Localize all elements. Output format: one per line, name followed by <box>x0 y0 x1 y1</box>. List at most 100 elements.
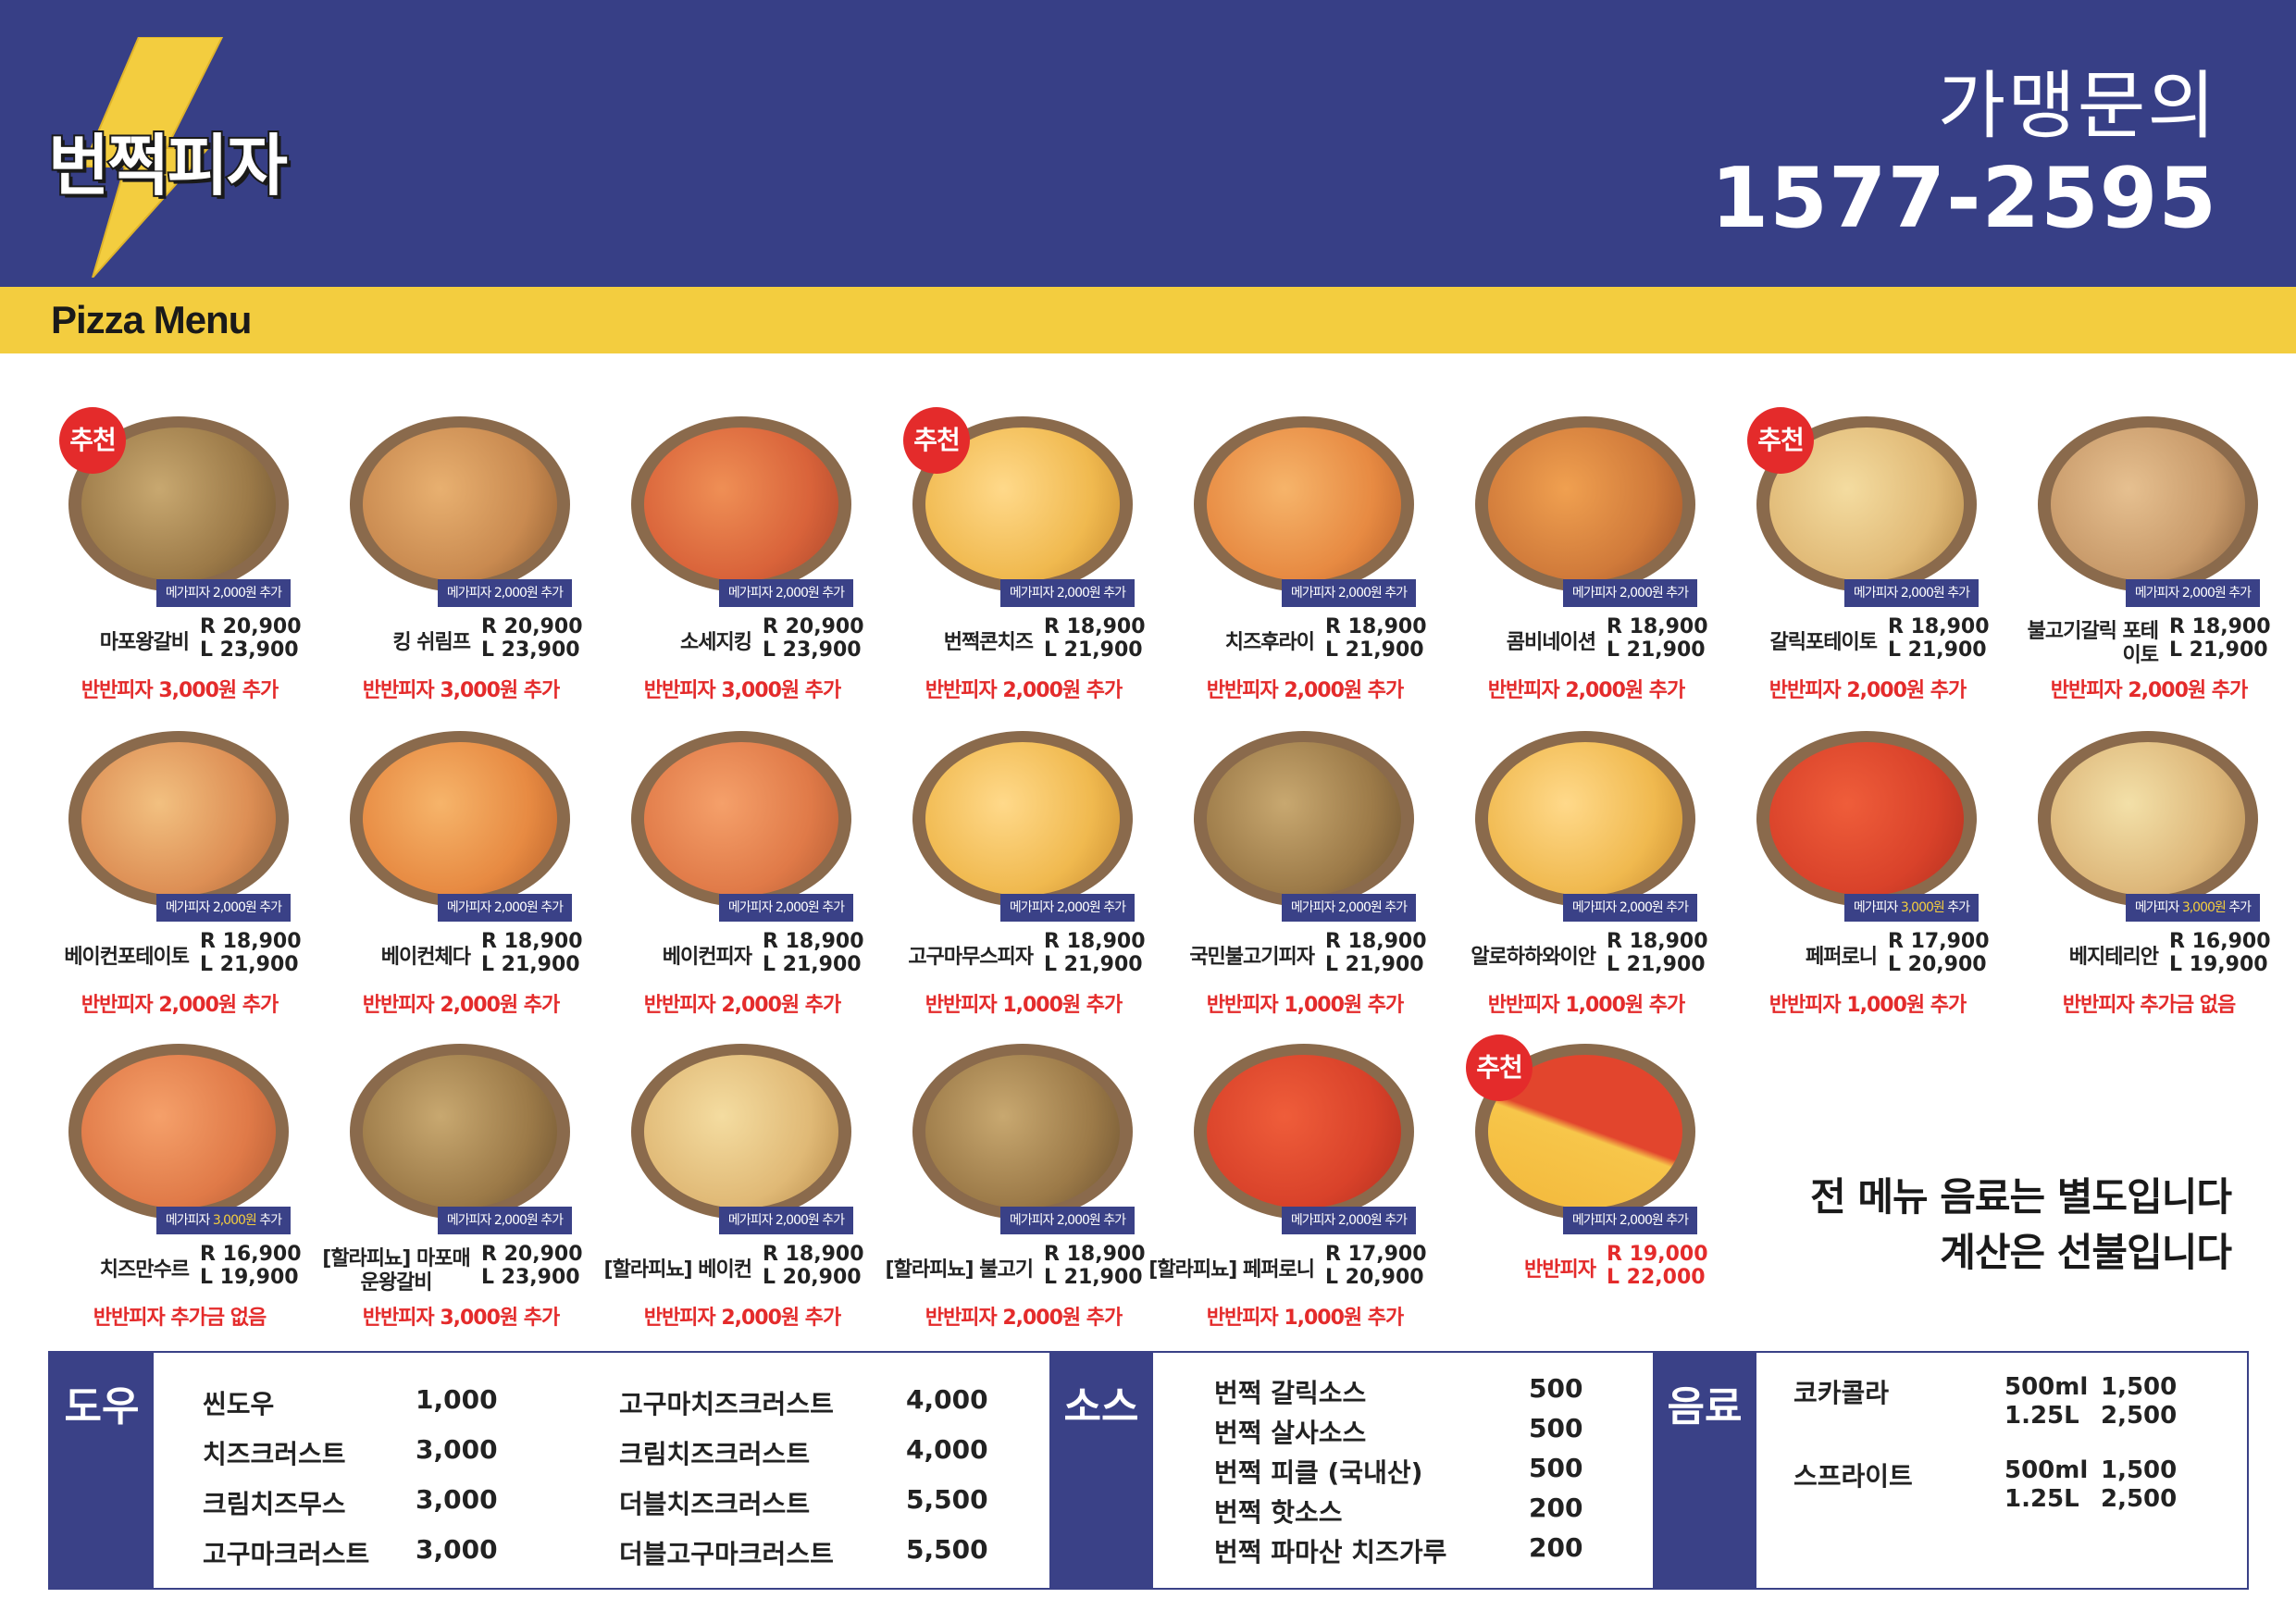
sauce-item[interactable]: 번쩍 피클 (국내산) 500 <box>1214 1453 1583 1488</box>
price-large: L 23,900 <box>481 1266 580 1289</box>
dough-label: 도우 <box>50 1353 154 1588</box>
price-regular: R 20,900 <box>481 1243 583 1266</box>
pizza-card[interactable]: 메가피자 2,000원 추가 고구마무스피자 R 18,900 L 21,900… <box>885 731 1162 1036</box>
sauce-item[interactable]: 번쩍 파마산 치즈가루 200 <box>1214 1532 1583 1567</box>
pizza-prices: R 17,900 L 20,900 <box>1325 1243 1427 1289</box>
dough-item[interactable]: 치즈크러스트 3,000 <box>203 1434 498 1469</box>
pizza-card[interactable]: 메가피자 2,000원 추가 [할라피뇨] 베이컨 R 18,900 L 20,… <box>603 1044 881 1349</box>
drink-item[interactable]: 스프라이트 <box>1793 1461 1913 1492</box>
pizza-card[interactable]: 메가피자 2,000원 추가 불고기갈릭 포테이토 R 18,900 L 21,… <box>2010 416 2288 722</box>
pizza-card[interactable]: 메가피자 2,000원 추가 국민불고기피자 R 18,900 L 21,900… <box>1166 731 1444 1036</box>
pizza-card[interactable]: 메가피자 3,000원 추가 페퍼로니 R 17,900 L 20,900 반반… <box>1729 731 2006 1036</box>
price-large: L 20,900 <box>763 1266 862 1289</box>
price-regular: R 16,900 <box>2169 930 2271 953</box>
dough-item[interactable]: 크림치즈크러스트 4,000 <box>619 1434 988 1469</box>
pizza-prices: R 20,900 L 23,900 <box>763 615 864 662</box>
mega-pizza-tag: 메가피자 3,000원 추가 <box>155 1207 291 1234</box>
pizza-image <box>1475 1044 1695 1220</box>
pizza-name: 번쩍콘치즈 <box>943 631 1034 654</box>
pizza-prices: R 20,900 L 23,900 <box>481 615 583 662</box>
sauce-item[interactable]: 번쩍 살사소스 500 <box>1214 1413 1583 1448</box>
price-regular: R 18,900 <box>2169 615 2271 638</box>
dough-item[interactable]: 씬도우 1,000 <box>203 1384 498 1419</box>
pizza-card[interactable]: 메가피자 2,000원 추가 [할라피뇨] 마포매운왕갈비 R 20,900 L… <box>322 1044 600 1349</box>
pizza-image <box>912 1044 1133 1220</box>
pizza-image <box>350 1044 570 1220</box>
half-pizza-note: 반반피자 3,000원 추가 <box>362 679 561 702</box>
pizza-image <box>1475 731 1695 907</box>
half-pizza-note: 반반피자 2,000원 추가 <box>362 994 561 1017</box>
pizza-image <box>631 416 851 592</box>
sauce-item[interactable]: 번쩍 핫소스 200 <box>1214 1493 1583 1528</box>
dough-item[interactable]: 고구마치즈크러스트 4,000 <box>619 1384 988 1419</box>
pizza-card[interactable]: 메가피자 2,000원 추가 베이컨피자 R 18,900 L 21,900 반… <box>603 731 881 1036</box>
pizza-card[interactable]: 추천 메가피자 2,000원 추가 갈릭포테이토 R 18,900 L 21,9… <box>1729 407 2006 722</box>
sauce-item[interactable]: 번쩍 갈릭소스 500 <box>1214 1373 1583 1408</box>
pizza-name: 콤비네이션 <box>1506 631 1596 654</box>
pizza-prices: R 18,900 L 21,900 <box>1888 615 1990 662</box>
drinks-label: 음료 <box>1653 1353 1756 1588</box>
price-large: L 23,900 <box>763 638 862 662</box>
price-large: L 21,900 <box>1044 1266 1143 1289</box>
pizza-name: 알로하하와이안 <box>1471 946 1596 969</box>
pizza-name: [할라피뇨] 마포매운왕갈비 <box>322 1247 470 1295</box>
dough-item[interactable]: 고구마크러스트 3,000 <box>203 1534 498 1569</box>
mega-pizza-tag: 메가피자 2,000원 추가 <box>1843 579 1979 607</box>
half-pizza-note: 반반피자 1,000원 추가 <box>1206 994 1405 1017</box>
pizza-prices: R 18,900 L 21,900 <box>763 930 864 976</box>
dough-item[interactable]: 더블고구마크러스트 5,500 <box>619 1534 988 1569</box>
price-large: L 21,900 <box>1888 638 1987 662</box>
half-pizza-note: 반반피자 2,000원 추가 <box>81 994 279 1017</box>
pizza-card[interactable]: 메가피자 2,000원 추가 알로하하와이안 R 18,900 L 21,900… <box>1447 731 1725 1036</box>
price-large: L 23,900 <box>481 638 580 662</box>
mega-pizza-tag: 메가피자 2,000원 추가 <box>999 1207 1135 1234</box>
pizza-name: 치즈만수르 <box>99 1258 190 1282</box>
pizza-name: 베이컨피자 <box>662 946 752 969</box>
section-bar: Pizza Menu <box>0 287 2296 353</box>
pizza-card[interactable]: 메가피자 2,000원 추가 [할라피뇨] 불고기 R 18,900 L 21,… <box>885 1044 1162 1349</box>
mega-pizza-tag: 메가피자 2,000원 추가 <box>437 579 572 607</box>
pizza-card[interactable]: 추천 메가피자 2,000원 추가 반반피자 R 19,000 L 22,000 <box>1447 1035 1725 1349</box>
half-pizza-note: 반반피자 2,000원 추가 <box>2050 679 2249 702</box>
pizza-prices: R 18,900 L 20,900 <box>763 1243 864 1289</box>
inquiry-phone[interactable]: 1577-2595 <box>1710 150 2217 247</box>
pizza-card[interactable]: 메가피자 3,000원 추가 치즈만수르 R 16,900 L 19,900 반… <box>41 1044 318 1349</box>
price-large: L 21,900 <box>1044 953 1143 976</box>
dough-item[interactable]: 더블치즈크러스트 5,500 <box>619 1484 988 1519</box>
price-regular: R 18,900 <box>481 930 583 953</box>
pizza-card[interactable]: 메가피자 2,000원 추가 킹 쉬림프 R 20,900 L 23,900 반… <box>322 416 600 722</box>
price-regular: R 18,900 <box>763 930 864 953</box>
half-pizza-note: 반반피자 3,000원 추가 <box>362 1307 561 1330</box>
pizza-card[interactable]: 메가피자 2,000원 추가 치즈후라이 R 18,900 L 21,900 반… <box>1166 416 1444 722</box>
dough-item[interactable]: 크림치즈무스 3,000 <box>203 1484 498 1519</box>
pizza-name: 킹 쉬림프 <box>392 631 471 654</box>
price-regular: R 20,900 <box>763 615 864 638</box>
pizza-name: [할라피뇨] 베이컨 <box>603 1258 752 1282</box>
pizza-image <box>2038 731 2258 907</box>
pizza-card[interactable]: 메가피자 2,000원 추가 [할라피뇨] 페퍼로니 R 17,900 L 20… <box>1148 1044 1444 1349</box>
inquiry-label: 가맹문의 <box>1937 63 2217 149</box>
half-pizza-note: 반반피자 3,000원 추가 <box>643 679 842 702</box>
mega-pizza-tag: 메가피자 2,000원 추가 <box>718 1207 853 1234</box>
mega-pizza-tag: 메가피자 2,000원 추가 <box>155 894 291 922</box>
mega-pizza-tag: 메가피자 2,000원 추가 <box>1281 1207 1416 1234</box>
pizza-name: 베지테리안 <box>2068 946 2159 969</box>
pizza-card[interactable]: 메가피자 2,000원 추가 콤비네이션 R 18,900 L 21,900 반… <box>1447 416 1725 722</box>
pizza-card[interactable]: 추천 메가피자 2,000원 추가 마포왕갈비 R 20,900 L 23,90… <box>41 407 318 722</box>
pizza-card[interactable]: 메가피자 2,000원 추가 베이컨체다 R 18,900 L 21,900 반… <box>322 731 600 1036</box>
mega-pizza-tag: 메가피자 2,000원 추가 <box>437 894 572 922</box>
pizza-name: 치즈후라이 <box>1224 631 1315 654</box>
half-pizza-note: 반반피자 1,000원 추가 <box>925 994 1123 1017</box>
pizza-card[interactable]: 메가피자 3,000원 추가 베지테리안 R 16,900 L 19,900 반… <box>2010 731 2288 1036</box>
mega-pizza-tag: 메가피자 2,000원 추가 <box>1562 579 1697 607</box>
pizza-image <box>631 731 851 907</box>
drink-item[interactable]: 코카콜라 <box>1793 1378 1890 1408</box>
pizza-card[interactable]: 추천 메가피자 2,000원 추가 번쩍콘치즈 R 18,900 L 21,90… <box>885 407 1162 722</box>
price-large: L 21,900 <box>200 953 299 976</box>
pizza-card[interactable]: 메가피자 2,000원 추가 베이컨포테이토 R 18,900 L 21,900… <box>41 731 318 1036</box>
pizza-card[interactable]: 메가피자 2,000원 추가 소세지킹 R 20,900 L 23,900 반반… <box>603 416 881 722</box>
price-large: L 21,900 <box>1325 953 1424 976</box>
half-pizza-note: 반반피자 2,000원 추가 <box>643 994 842 1017</box>
pizza-prices: R 18,900 L 21,900 <box>1044 930 1146 976</box>
price-large: L 19,900 <box>200 1266 299 1289</box>
